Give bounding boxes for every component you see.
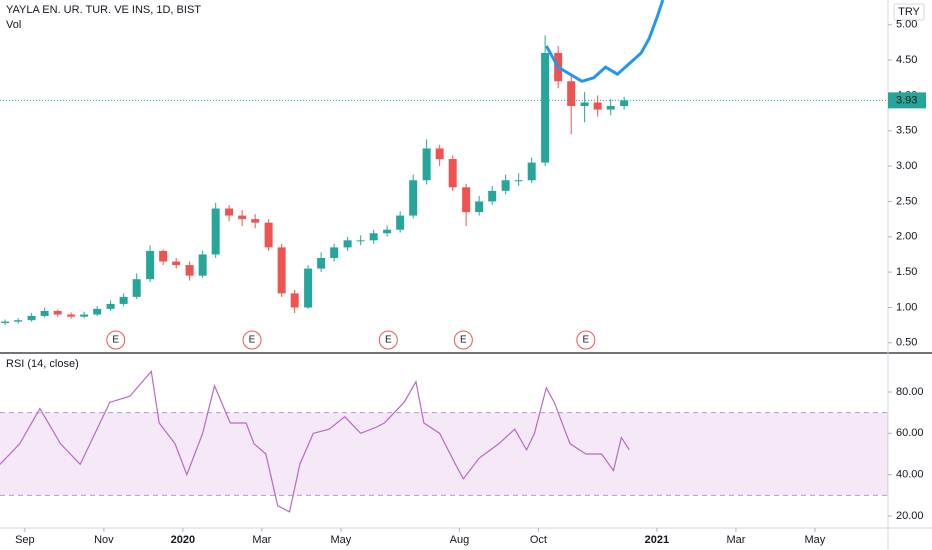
candle-body — [146, 250, 155, 280]
candle-body — [369, 233, 378, 241]
y-tick-label: 3.00 — [896, 160, 917, 172]
candle-body — [106, 303, 115, 309]
candle-body — [409, 180, 418, 216]
candle-body — [67, 314, 76, 317]
x-tick-label: May — [331, 534, 352, 546]
symbol-title: YAYLA EN. UR. TUR. VE INS, 1D, BIST — [6, 4, 201, 16]
earnings-label: E — [249, 335, 256, 346]
candle-body — [383, 229, 392, 234]
candle-body — [620, 100, 629, 107]
candle-body — [132, 279, 141, 297]
y-tick-label: 60.00 — [896, 427, 924, 439]
candle-body — [606, 106, 615, 110]
y-tick-label: 40.00 — [896, 469, 924, 481]
candle-body — [172, 261, 181, 266]
candle-body — [435, 148, 444, 160]
candle-body — [93, 308, 102, 315]
candle-body — [211, 208, 220, 255]
earnings-marker — [453, 330, 473, 350]
candle-body — [448, 159, 457, 188]
y-tick-label: 5.00 — [896, 19, 917, 31]
candle-body — [356, 240, 365, 242]
candle-body — [40, 311, 49, 316]
currency-box[interactable] — [893, 3, 925, 21]
y-tick-label: 3.50 — [896, 125, 917, 137]
earnings-label: E — [460, 335, 467, 346]
rsi-band — [0, 412, 888, 496]
candle-body — [1, 321, 10, 324]
candle-body — [567, 81, 576, 107]
y-tick-label: 2.50 — [896, 195, 917, 207]
earnings-marker — [378, 330, 398, 350]
currency[interactable]: TRY — [898, 6, 920, 18]
price-pane — [1, 0, 665, 326]
candle-body — [488, 190, 497, 202]
x-tick-label: Mar — [726, 534, 745, 546]
candle-body — [225, 208, 234, 216]
candle-body — [593, 102, 602, 110]
candle-body — [264, 222, 273, 248]
x-tick-label: 2020 — [171, 534, 195, 546]
candle-body — [514, 180, 523, 182]
x-tick-label: Nov — [94, 534, 114, 546]
x-tick-label: 2021 — [645, 534, 669, 546]
volume-label: Vol — [6, 19, 21, 31]
last-price-label: 3.93 — [896, 94, 917, 106]
candle-body — [27, 315, 36, 321]
earnings-marker — [242, 330, 262, 350]
candle-body — [238, 215, 247, 220]
earnings-label: E — [112, 335, 119, 346]
candle-body — [185, 265, 194, 276]
y-tick-label: 1.50 — [896, 266, 917, 278]
y-tick-label: 80.00 — [896, 386, 924, 398]
candle-body — [159, 250, 168, 262]
candle-body — [422, 148, 431, 181]
candle-body — [251, 219, 260, 223]
candle-body — [580, 102, 589, 107]
candle-body — [541, 53, 550, 163]
x-tick-label: Mar — [252, 534, 271, 546]
earnings-marker — [106, 330, 126, 350]
x-tick-label: Oct — [530, 534, 547, 546]
candle-body — [343, 240, 352, 248]
candle-body — [396, 215, 405, 230]
x-tick-label: Sep — [15, 534, 35, 546]
candle-body — [290, 293, 299, 308]
candle-body — [475, 201, 484, 213]
candle-body — [501, 180, 510, 191]
candle-body — [14, 320, 23, 322]
candle-body — [53, 311, 62, 315]
y-tick-label: 1.00 — [896, 301, 917, 313]
y-tick-label: 2.00 — [896, 231, 917, 243]
candle-body — [462, 187, 471, 213]
x-tick-label: May — [805, 534, 826, 546]
candle-body — [304, 268, 313, 308]
candle-body — [198, 254, 207, 276]
y-tick-label: 20.00 — [896, 510, 924, 522]
candle-body — [527, 162, 536, 181]
candle-body — [80, 314, 89, 317]
last-price-box — [888, 92, 926, 109]
x-tick-label: Aug — [450, 534, 470, 546]
earnings-label: E — [385, 335, 392, 346]
rsi-title: RSI (14, close) — [6, 358, 79, 370]
candle-body — [119, 296, 128, 304]
projection-line — [545, 0, 665, 83]
earnings-label: E — [582, 335, 589, 346]
y-tick-label: 0.50 — [896, 337, 917, 349]
y-tick-label: 4.50 — [896, 54, 917, 66]
candle-body — [330, 247, 339, 258]
candle-body — [277, 247, 286, 294]
candle-body — [317, 257, 326, 269]
earnings-marker — [576, 330, 596, 350]
rsi-line — [0, 369, 630, 513]
